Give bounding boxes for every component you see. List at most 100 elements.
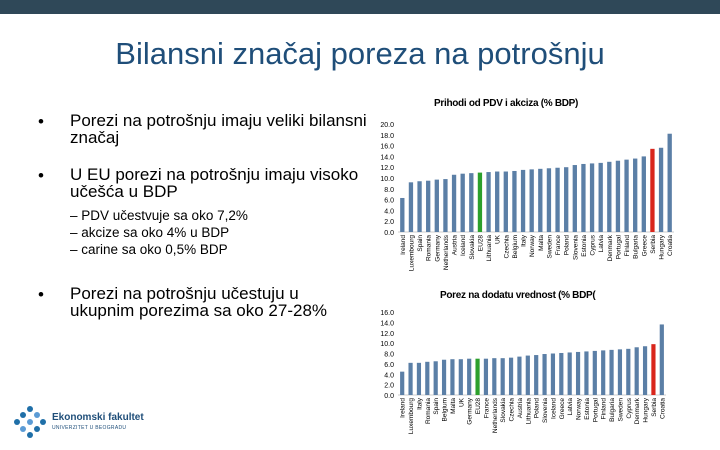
bar-serbia [651,344,656,395]
bar-iceland [460,173,465,232]
x-tick-label: Latvia [598,235,605,253]
x-tick-label: UK [495,234,502,244]
bar-estonia [581,163,586,232]
bar-spain [417,181,422,232]
y-tick-label: 16.0 [380,310,394,317]
x-tick-label: Poland [564,235,571,256]
bar-malta [538,168,543,232]
bar-netherlands [492,358,497,395]
bar-poland [534,355,539,395]
bar-spain [433,361,438,395]
bar-serbia [650,148,655,232]
x-tick-label: Romania [425,398,432,424]
y-tick-label: 2.0 [384,219,394,226]
x-tick-label: Estonia [584,398,591,420]
bar-italy [520,169,526,232]
x-tick-label: Greece [559,398,566,420]
chart-title-1: Prihodi od PDV i akciza (% BDP) [434,98,579,109]
bar-netherlands [443,179,448,232]
bar-romania [426,180,431,232]
y-tick-label: 12.0 [380,331,394,338]
chart-title-2: Porez na dodatu vrednost (% BDP( [440,290,596,301]
y-tick-label: 14.0 [380,320,394,327]
logo-name: Ekonomski fakultet [52,412,144,423]
x-tick-label: Italy [416,397,423,410]
bullet-text-3: Porezi na potrošnju učestuju u ukupnim p… [70,284,328,320]
x-tick-label: Czechia [503,235,510,259]
x-tick-label: Slovenia [572,235,579,260]
x-tick-label: Luxembourg [408,398,415,435]
bar-estonia [584,351,589,395]
x-tick-label: Bulgaria [609,398,616,422]
x-tick-label: Austria [452,235,459,256]
chart-pdv-akcize: 20.0 18.0 16.0 14.0 12.0 10.0 8.0 6.0 4.0 2.0 0.0 I… [380,122,674,272]
x-tick-label: EU28 [475,398,482,415]
y-tick-label: 6.0 [384,198,394,205]
slide-title: Bilansni značaj poreza na potrošnju [115,36,605,71]
y-tick-label: 2.0 [384,383,394,390]
bar-germany [434,179,439,232]
x-tick-label: Luxembourg [408,235,415,272]
y-tick-label: 20.0 [380,122,394,129]
bar-belgium [512,170,517,232]
x-tick-label: Spain [417,235,424,252]
bar-lithuania [486,172,491,232]
chart-pdv: 16.0 14.0 12.0 10.0 8.0 6.0 4.0 2.0 0.0 Ireland Lu… [380,310,666,435]
bar-hungary [642,346,648,395]
x-tick-label: EU28 [477,235,484,252]
bar-bulgaria [609,349,614,395]
bar-norway [575,351,581,395]
bar-sweden [546,168,552,232]
bar-eu28 [477,172,483,232]
x-tick-label: Lithuania [525,398,532,425]
x-tick-label: Cyprus [590,234,597,255]
bar-cyprus [626,348,631,395]
subbullet-akcize: – akcize sa oko 4% u BDP [70,225,230,240]
bar-poland [564,167,569,232]
subbullet-pdv: – PDV učestvuje sa oko 7,2% [70,208,248,223]
x-tick-label: Slovakia [500,398,507,423]
x-tick-label: Norway [529,234,536,257]
x-tick-label: Netherlands [492,397,499,433]
bar-greece [641,156,646,232]
bar-lithuania [525,355,530,395]
bar-ireland [400,197,405,232]
bar-latvia [598,162,603,232]
bullet-text-1: Porezi na potrošnju imaju veliki bilansn… [70,111,367,147]
x-tick-label: Cyprus [626,397,633,418]
bar-portugal [592,350,597,395]
y-tick-label: 10.0 [380,176,394,183]
y-tick-label: 18.0 [380,133,394,140]
y-tick-label: 4.0 [384,372,394,379]
bar-croatia [659,324,664,395]
x-tick-label: Iceland [460,235,467,256]
bar-france [555,167,560,232]
x-tick-label: Latvia [567,398,574,416]
bar-bulgaria [633,158,638,232]
x-tick-label: Netherlands [443,234,450,270]
bar-uk [458,359,463,395]
x-tick-label: Czechia [509,398,516,422]
bar-greece [559,352,564,395]
top-bar [0,0,720,14]
x-tick-label: Malta [450,398,457,414]
bar-finland [624,159,629,232]
y-tick-label: 0.0 [384,230,394,237]
bar-cyprus [589,163,595,232]
x-tick-label: UK [458,397,465,407]
x-tick-label: Slovakia [469,235,476,260]
bar-italy [416,362,422,395]
bar-hungary [658,147,664,232]
bar-uk [495,171,500,232]
bar-austria [517,356,522,395]
bar-ireland [400,371,405,395]
bar-latvia [567,352,572,395]
bar-belgium [441,359,447,395]
x-tick-label: Croatia [667,235,674,256]
bar-czechia [508,357,514,395]
logo-subtitle: UNIVERZITET U BEOGRADU [52,425,127,431]
x-tick-label: Estonia [581,235,588,257]
x-tick-label: Belgium [512,235,519,258]
bar-sweden [617,349,623,395]
x-tick-label: Poland [534,398,541,419]
